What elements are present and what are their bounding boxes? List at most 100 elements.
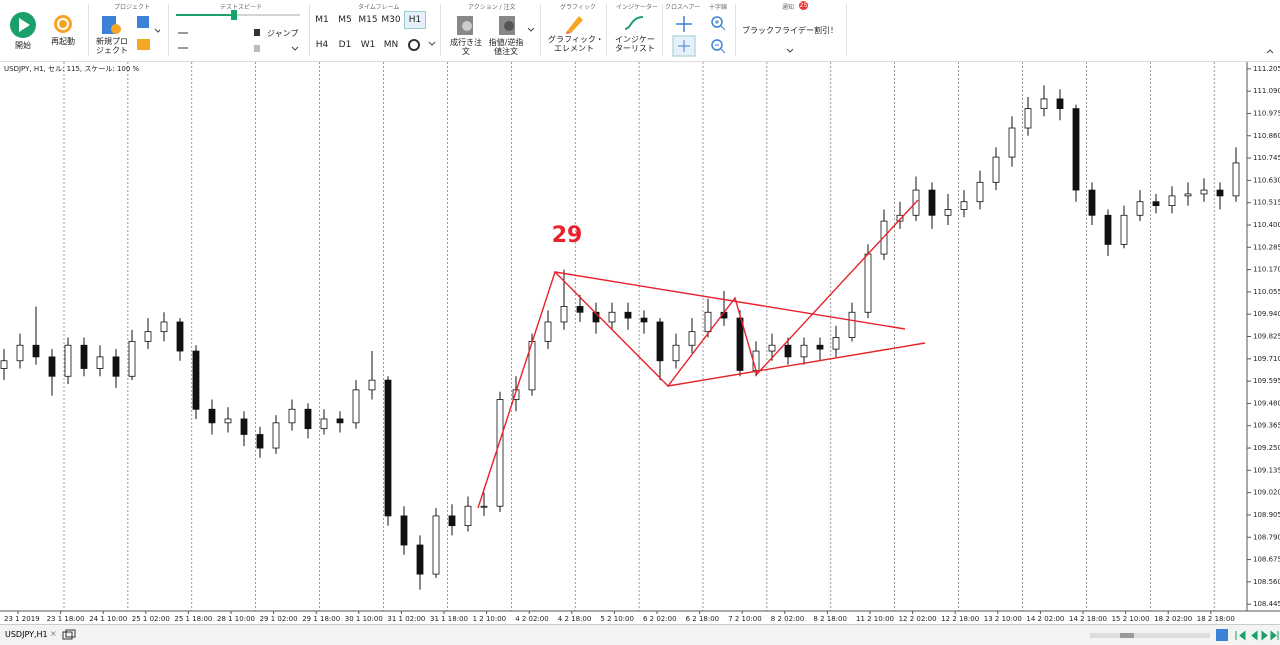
- crosshair-icons[interactable]: [672, 14, 696, 58]
- candle-body: [944, 209, 952, 216]
- candle-body: [656, 321, 664, 362]
- y-tick-label: 110.745: [1253, 154, 1280, 162]
- group-label: クロスヘアー: [665, 4, 701, 11]
- candle-body: [1184, 193, 1192, 197]
- candles: [0, 85, 1240, 590]
- y-tick-label: 109.250: [1253, 444, 1280, 452]
- timeframe-button[interactable]: D1: [338, 40, 352, 50]
- navigation[interactable]: [1090, 629, 1280, 642]
- x-tick-label: 4 2 02:00: [515, 615, 549, 623]
- day-separators: [63, 62, 1215, 611]
- timeframe-button[interactable]: M15: [358, 15, 378, 25]
- group-label: 通知: [782, 4, 795, 11]
- plot-area: [0, 62, 1247, 611]
- x-tick-label: 31 1 02:00: [387, 615, 425, 623]
- indicator-list-label[interactable]: インジケー ターリスト: [612, 35, 658, 53]
- candle-body: [1104, 214, 1112, 245]
- x-tick-label: 13 2 10:00: [984, 615, 1022, 623]
- x-tick-label: 23 1 2019: [4, 615, 40, 623]
- timeframe-button[interactable]: W1: [360, 40, 376, 50]
- timeframe-button[interactable]: H4: [315, 40, 329, 50]
- play-icon[interactable]: [9, 11, 37, 39]
- candle-body: [976, 181, 984, 203]
- x-tick-label: 31 1 18:00: [430, 615, 468, 623]
- candle-body: [1024, 108, 1032, 129]
- new-project-icon[interactable]: [100, 14, 122, 36]
- indicator-icon[interactable]: [623, 13, 645, 33]
- limit-order-label[interactable]: 指値/逆指 値注文: [486, 38, 526, 56]
- text: エレメント: [554, 44, 594, 53]
- restart-icon[interactable]: [53, 14, 73, 34]
- y-tick-label: 108.560: [1253, 578, 1280, 586]
- timeframe-button[interactable]: M30: [381, 15, 401, 25]
- chart: 29 USDJPY, H1, セル: 115, スケール: 100 % 111.…: [0, 62, 1280, 623]
- timeframe-button[interactable]: MN: [383, 40, 399, 50]
- candle-body: [272, 422, 280, 449]
- y-tick-label: 109.940: [1253, 310, 1280, 318]
- chart-tab[interactable]: USDJPY,H1: [5, 630, 48, 639]
- x-tick-label: 6 2 18:00: [686, 615, 720, 623]
- candle-body: [1152, 201, 1160, 206]
- drawings: [477, 199, 926, 509]
- close-tab[interactable]: ×: [50, 629, 57, 638]
- jump-label[interactable]: ジャンプ: [267, 29, 299, 38]
- candle-body: [0, 360, 8, 369]
- file-icons[interactable]: [136, 15, 160, 55]
- settings-icon[interactable]: [408, 38, 444, 52]
- x-tick-label: 29 1 02:00: [260, 615, 298, 623]
- y-tick-label: 110.630: [1253, 176, 1280, 184]
- candle-body: [16, 344, 24, 362]
- chevron[interactable]: [1266, 48, 1276, 54]
- order-icons[interactable]: [455, 15, 535, 37]
- text: 指値/逆指: [488, 38, 524, 47]
- candle-body: [1168, 195, 1176, 206]
- new-project-label[interactable]: 新規プロ ジェクト: [92, 37, 132, 55]
- candle-body: [1136, 201, 1144, 216]
- restart-label[interactable]: 再起動: [51, 37, 75, 46]
- y-tick-label: 109.480: [1253, 399, 1280, 407]
- timeframe-row: M1 M5 M15 M30 H1: [312, 11, 426, 29]
- zoom-icons[interactable]: [709, 14, 727, 56]
- speed-slider[interactable]: [174, 9, 304, 57]
- candle-body: [304, 408, 312, 430]
- candle-body: [368, 379, 376, 391]
- status-bar: USDJPY,H1 ×: [0, 624, 1280, 645]
- candle-body: [400, 515, 408, 546]
- group-label: テストスピード: [220, 4, 263, 11]
- candle-body: [1040, 98, 1048, 110]
- y-tick-label: 110.055: [1253, 288, 1280, 296]
- timeframe-button[interactable]: M5: [338, 15, 352, 25]
- candle-body: [784, 344, 792, 358]
- graphic-element-label[interactable]: グラフィック・ エレメント: [548, 35, 604, 53]
- x-tick-label: 15 2 10:00: [1112, 615, 1150, 623]
- candle-body: [560, 306, 568, 323]
- candle-body: [928, 189, 936, 216]
- timeframe-button[interactable]: H1: [404, 11, 426, 29]
- y-tick-label: 111.090: [1253, 87, 1280, 95]
- pencil-icon[interactable]: [564, 13, 584, 35]
- text: 文: [462, 47, 470, 56]
- candle-body: [864, 253, 872, 313]
- start-label[interactable]: 開始: [15, 41, 31, 50]
- timeframe-button[interactable]: M1: [315, 15, 329, 25]
- candle-body: [288, 408, 296, 424]
- chevron[interactable]: [786, 48, 796, 54]
- x-tick-label: 12 2 18:00: [941, 615, 979, 623]
- annotation: 29: [552, 223, 583, 248]
- candle-body: [896, 214, 904, 222]
- candle-body: [336, 418, 344, 424]
- candle-body: [576, 306, 584, 313]
- timeframe-row: H4 D1 W1 MN: [312, 40, 401, 50]
- x-tick-label: 11 2 10:00: [856, 615, 894, 623]
- candle-body: [48, 356, 56, 377]
- candle-body: [1008, 127, 1016, 158]
- candle-body: [1120, 214, 1128, 245]
- candle-body: [320, 418, 328, 430]
- market-order-label[interactable]: 成行き注文: [446, 38, 486, 56]
- x-tick-label: 7 2 10:00: [728, 615, 762, 623]
- promo-link[interactable]: ブラックフライデー割引！: [742, 26, 838, 35]
- candle-body: [544, 321, 552, 342]
- candle-body: [384, 379, 392, 517]
- window-icon[interactable]: [62, 629, 76, 641]
